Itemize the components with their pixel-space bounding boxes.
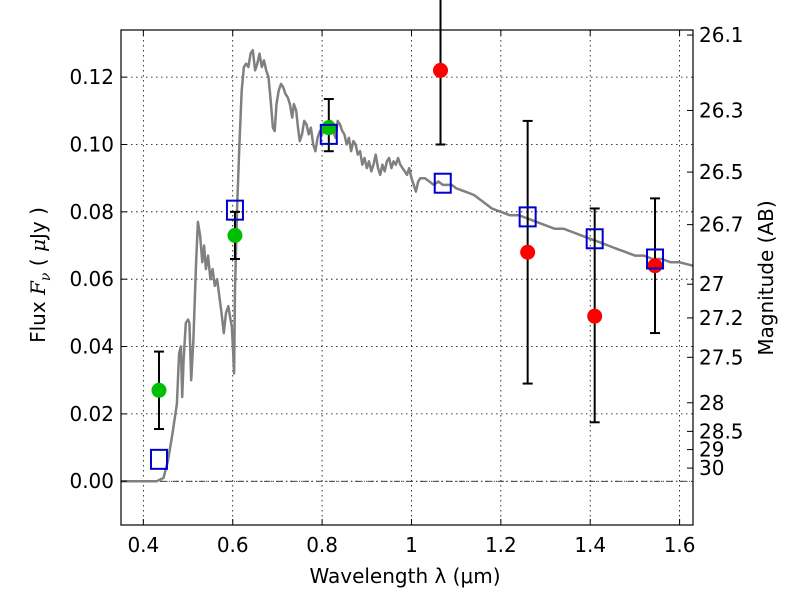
y-tick-label: 0.04 [69, 335, 114, 359]
data-point-circle [227, 227, 243, 243]
y-label-units: ( [26, 252, 50, 273]
magnitude-tick-label: 28.5 [699, 419, 744, 443]
data-point-circle [433, 62, 449, 78]
magnitude-tick-label: 26.1 [699, 23, 744, 47]
y-axis-label-right: Magnitude (AB) [754, 200, 778, 355]
x-tick-label: 1 [405, 533, 418, 557]
data-point-square [433, 172, 452, 194]
magnitude-tick-label: 27 [699, 272, 724, 296]
magnitude-tick-label: 30 [699, 456, 724, 480]
data-point-circle [321, 120, 337, 136]
y-tick-label: 0.08 [69, 200, 114, 224]
data-point-square [518, 206, 537, 228]
y-label-subscript: ν [38, 272, 54, 281]
y-label-jy: Jy ) [26, 207, 50, 241]
y-tick-label: 0.00 [69, 469, 114, 493]
x-tick-label: 1.2 [485, 533, 517, 557]
magnitude-tick-label: 28 [699, 391, 724, 415]
magnitude-tick-label: 27.5 [699, 345, 744, 369]
data-point-square [149, 448, 168, 470]
magnitude-tick-label: 27.2 [699, 306, 744, 330]
x-tick-label: 0.6 [217, 533, 249, 557]
y-tick-label: 0.10 [69, 132, 114, 156]
plot-frame [120, 29, 694, 526]
magnitude-tick-label: 26.3 [699, 98, 744, 122]
data-point-circle [587, 308, 603, 324]
magnitude-tick-label: 26.5 [699, 160, 744, 184]
y-tick-label: 0.12 [69, 65, 114, 89]
y-tick-label: 0.02 [69, 402, 114, 426]
axis-ticks [121, 30, 693, 525]
tick-labels: 0.4 0.6 0.8 1 1.2 1.4 1.6 0.00 0.02 0.04 0.06 0.08 0… [69, 23, 743, 557]
data-point-circle [151, 382, 167, 398]
y-tick-label: 0.06 [69, 267, 114, 291]
y-label-mu: μ [26, 239, 50, 252]
data-markers [149, 62, 665, 470]
magnitude-tick-label: 29 [699, 438, 724, 462]
data-point-square [319, 123, 338, 145]
data-point-square [585, 228, 604, 250]
data-point-square [225, 199, 244, 221]
y-label-symbol: F [26, 280, 50, 296]
data-point-circle [520, 244, 536, 260]
data-point-square [646, 248, 665, 270]
x-tick-label: 0.4 [127, 533, 159, 557]
x-axis-label: Wavelength λ (μm) [309, 564, 500, 588]
magnitude-tick-label: 26.7 [699, 213, 744, 237]
x-tick-label: 1.6 [664, 533, 696, 557]
y-label-flux: Flux [26, 295, 50, 343]
x-tick-label: 1.4 [574, 533, 606, 557]
y-axis-label-left: Flux Fν ( μJy ) [26, 207, 54, 343]
x-tick-label: 0.8 [306, 533, 338, 557]
data-point-circle [647, 258, 663, 274]
